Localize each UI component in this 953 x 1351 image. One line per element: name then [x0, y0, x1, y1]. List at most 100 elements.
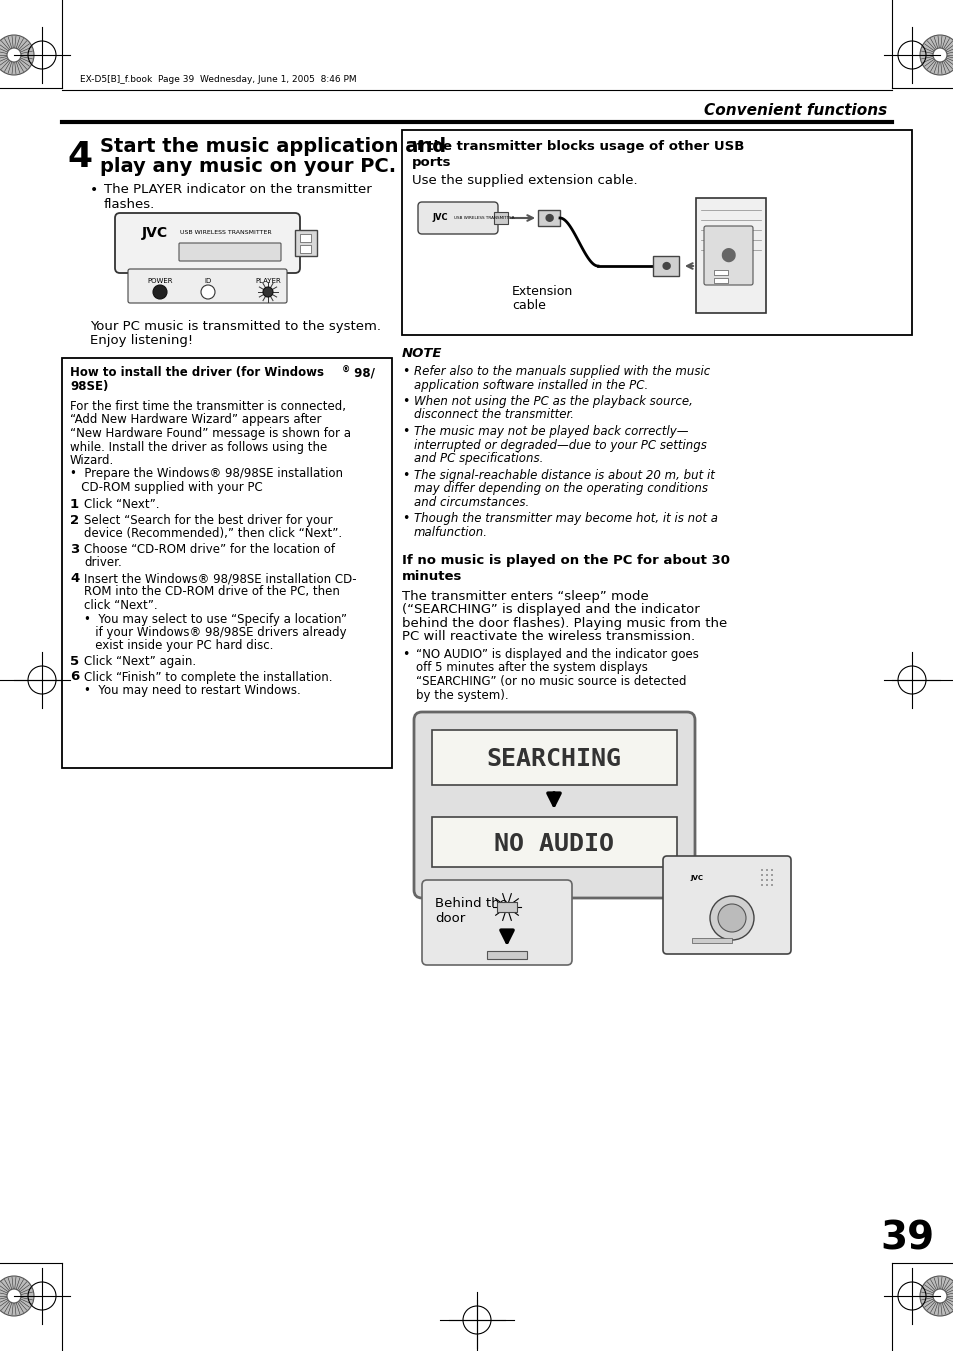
Text: may differ depending on the operating conditions: may differ depending on the operating co…	[414, 482, 707, 494]
Text: 2: 2	[70, 513, 79, 527]
Text: •: •	[401, 648, 409, 661]
Text: ⬤: ⬤	[720, 247, 735, 262]
Text: “SEARCHING” (or no music source is detected: “SEARCHING” (or no music source is detec…	[416, 676, 686, 688]
Text: Use the supplied extension cable.: Use the supplied extension cable.	[412, 174, 637, 186]
Text: (“SEARCHING” is displayed and the indicator: (“SEARCHING” is displayed and the indica…	[401, 604, 699, 616]
Bar	[432, 730, 677, 785]
Circle shape	[770, 884, 772, 886]
Text: click “Next”.: click “Next”.	[84, 598, 157, 612]
Text: CD-ROM supplied with your PC: CD-ROM supplied with your PC	[70, 481, 262, 494]
Text: “Add New Hardware Wizard” appears after: “Add New Hardware Wizard” appears after	[70, 413, 321, 427]
Text: Start the music application and: Start the music application and	[100, 136, 446, 155]
Text: and circumstances.: and circumstances.	[414, 496, 529, 508]
Text: ports: ports	[412, 155, 451, 169]
Circle shape	[709, 896, 753, 940]
Circle shape	[765, 880, 767, 881]
Text: If no music is played on the PC for about 30: If no music is played on the PC for abou…	[401, 554, 729, 567]
Circle shape	[932, 1289, 946, 1302]
FancyBboxPatch shape	[128, 269, 287, 303]
Circle shape	[770, 880, 772, 881]
Text: ID: ID	[204, 278, 212, 284]
Text: •  You may select to use “Specify a location”: • You may select to use “Specify a locat…	[84, 612, 347, 626]
Text: door: door	[435, 912, 465, 925]
FancyBboxPatch shape	[696, 199, 765, 313]
Text: JVC: JVC	[690, 875, 702, 881]
Text: •: •	[401, 394, 409, 408]
Text: flashes.: flashes.	[104, 199, 155, 211]
Text: behind the door flashes). Playing music from the: behind the door flashes). Playing music …	[401, 617, 726, 630]
Circle shape	[152, 285, 167, 299]
Text: If the transmitter blocks usage of other USB: If the transmitter blocks usage of other…	[412, 141, 743, 153]
Text: 4: 4	[67, 141, 92, 174]
Circle shape	[263, 286, 273, 297]
Text: Convenient functions: Convenient functions	[703, 103, 886, 118]
Text: Insert the Windows® 98/98SE installation CD-: Insert the Windows® 98/98SE installation…	[84, 571, 356, 585]
Text: SEARCHING: SEARCHING	[486, 747, 620, 771]
FancyBboxPatch shape	[662, 857, 790, 954]
Circle shape	[932, 49, 946, 62]
FancyBboxPatch shape	[179, 243, 281, 261]
Text: JVC: JVC	[432, 213, 447, 223]
Bar	[497, 902, 517, 912]
Text: USB WIRELESS TRANSMITTER: USB WIRELESS TRANSMITTER	[180, 231, 272, 235]
Circle shape	[765, 884, 767, 886]
Text: 6: 6	[70, 670, 79, 684]
Text: NO AUDIO: NO AUDIO	[494, 832, 614, 857]
Text: exist inside your PC hard disc.: exist inside your PC hard disc.	[84, 639, 274, 653]
Text: 1: 1	[70, 499, 79, 512]
Text: off 5 minutes after the system displays: off 5 minutes after the system displays	[416, 662, 647, 674]
Text: PC will reactivate the wireless transmission.: PC will reactivate the wireless transmis…	[401, 631, 695, 643]
Text: Choose “CD-ROM drive” for the location of: Choose “CD-ROM drive” for the location o…	[84, 543, 335, 557]
Text: Refer also to the manuals supplied with the music: Refer also to the manuals supplied with …	[414, 365, 709, 378]
Text: Click “Finish” to complete the installation.: Click “Finish” to complete the installat…	[84, 670, 333, 684]
Circle shape	[765, 869, 767, 871]
Text: Behind the: Behind the	[435, 897, 507, 911]
Bar	[494, 212, 507, 224]
FancyBboxPatch shape	[115, 213, 299, 273]
Circle shape	[201, 285, 214, 299]
Circle shape	[0, 1275, 34, 1316]
FancyBboxPatch shape	[537, 209, 559, 226]
Text: •: •	[401, 512, 409, 526]
Text: while. Install the driver as follows using the: while. Install the driver as follows usi…	[70, 440, 327, 454]
Circle shape	[760, 869, 762, 871]
Circle shape	[7, 1289, 21, 1302]
Text: The signal-reachable distance is about 20 m, but it: The signal-reachable distance is about 2…	[414, 469, 714, 481]
Circle shape	[919, 1275, 953, 1316]
Bar	[691, 938, 731, 943]
Circle shape	[760, 884, 762, 886]
Text: •: •	[401, 469, 409, 481]
Circle shape	[770, 874, 772, 875]
Bar	[401, 130, 911, 335]
Text: 3: 3	[70, 543, 79, 557]
Text: 4: 4	[70, 571, 79, 585]
Text: Extension: Extension	[512, 285, 573, 299]
Bar	[299, 245, 311, 253]
Text: application software installed in the PC.: application software installed in the PC…	[414, 378, 648, 392]
Bar	[299, 234, 311, 242]
Text: play any music on your PC.: play any music on your PC.	[100, 157, 395, 176]
Text: When not using the PC as the playback source,: When not using the PC as the playback so…	[414, 394, 692, 408]
Text: USB WIRELESS TRANSMITTER: USB WIRELESS TRANSMITTER	[454, 216, 514, 220]
Text: •  Prepare the Windows® 98/98SE installation: • Prepare the Windows® 98/98SE installat…	[70, 467, 343, 481]
Text: Wizard.: Wizard.	[70, 454, 114, 467]
Text: •  You may need to restart Windows.: • You may need to restart Windows.	[84, 684, 300, 697]
Text: minutes: minutes	[401, 570, 462, 584]
Text: NOTE: NOTE	[401, 347, 442, 359]
Text: The music may not be played back correctly—: The music may not be played back correct…	[414, 426, 688, 438]
Text: Click “Next”.: Click “Next”.	[84, 499, 159, 512]
FancyBboxPatch shape	[417, 203, 497, 234]
Circle shape	[765, 874, 767, 875]
Text: The transmitter enters “sleep” mode: The transmitter enters “sleep” mode	[401, 590, 648, 603]
FancyBboxPatch shape	[703, 226, 752, 285]
Text: JVC: JVC	[142, 226, 168, 240]
Text: if your Windows® 98/98SE drivers already: if your Windows® 98/98SE drivers already	[84, 626, 346, 639]
Circle shape	[718, 904, 745, 932]
Text: Select “Search for the best driver for your: Select “Search for the best driver for y…	[84, 513, 333, 527]
Circle shape	[760, 874, 762, 875]
Bar	[62, 358, 392, 767]
Text: ⬤: ⬤	[544, 213, 553, 223]
Text: Click “Next” again.: Click “Next” again.	[84, 655, 196, 667]
Text: by the system).: by the system).	[416, 689, 508, 701]
Text: ⬤: ⬤	[660, 262, 670, 270]
